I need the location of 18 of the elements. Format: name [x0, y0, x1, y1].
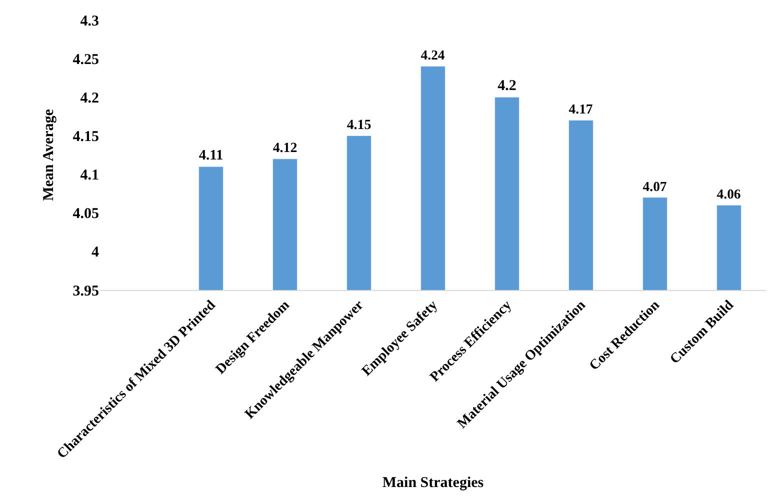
- data-label: 4.17: [568, 102, 593, 117]
- data-label: 4.06: [716, 186, 741, 202]
- data-label: 4.15: [346, 118, 372, 133]
- y-tick-label: 4.1: [80, 168, 99, 184]
- y-tick-label: 3.95: [72, 283, 99, 300]
- data-label: 4.24: [420, 48, 445, 63]
- y-axis-title: Mean Average: [41, 108, 57, 201]
- y-tick-label: 4.3: [80, 13, 99, 30]
- data-label: 4.11: [198, 148, 224, 164]
- y-tick-label: 4.05: [72, 206, 99, 222]
- y-tick-label: 4.2: [80, 90, 99, 106]
- data-label: 4.12: [272, 141, 298, 156]
- y-tick-label: 4.15: [72, 128, 99, 145]
- data-label: 4.07: [642, 178, 667, 194]
- y-tick-label: 4: [92, 244, 100, 261]
- y-tick-label: 4.25: [72, 52, 99, 68]
- data-label: 4.2: [498, 78, 516, 94]
- x-axis-title: Main Strategies: [382, 474, 484, 491]
